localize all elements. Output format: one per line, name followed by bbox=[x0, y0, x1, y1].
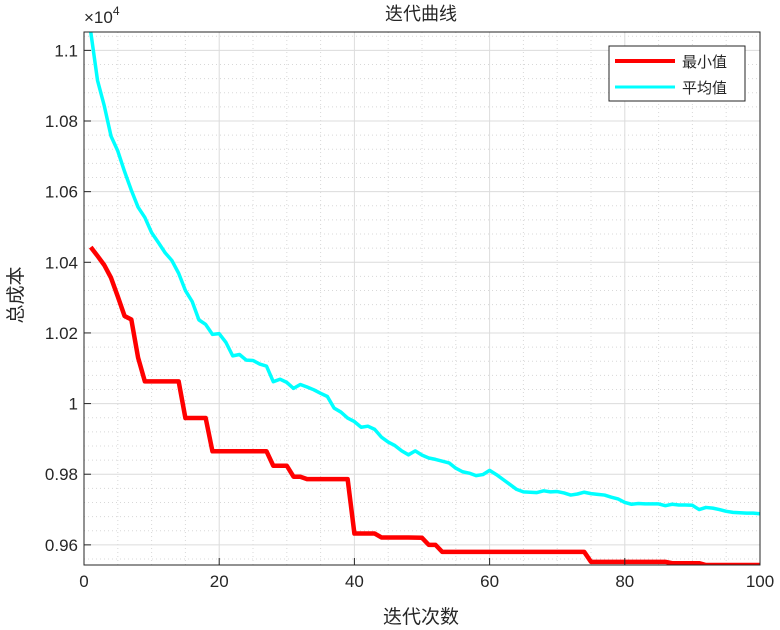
major-grid bbox=[83, 32, 761, 565]
minor-grid bbox=[84, 32, 760, 565]
plot-frame bbox=[83, 31, 761, 566]
series-layer bbox=[88, 32, 760, 565]
axis-ticks: 0.96 0.98 1 1.02 1.04 1.06 1.08 1.1 0 20 40 60 80 100 bbox=[45, 41, 774, 591]
legend-label-min: 最小值 bbox=[682, 53, 727, 71]
x-tick-label: 20 bbox=[210, 572, 229, 591]
y-axis-label: 总成本 bbox=[5, 266, 27, 323]
x-axis-label: 迭代次数 bbox=[383, 606, 459, 628]
y-exponent-label: ×104 bbox=[84, 4, 120, 27]
legend-box bbox=[608, 45, 746, 102]
series-line-min bbox=[88, 245, 760, 565]
legend: 最小值 平均值 bbox=[608, 45, 746, 102]
y-tick-label: 1.06 bbox=[45, 183, 78, 202]
y-tick-label: 1.08 bbox=[45, 112, 78, 131]
y-tick-label: 1 bbox=[69, 395, 78, 414]
x-tick-label: 40 bbox=[345, 572, 364, 591]
svg-text:×104: ×104 bbox=[84, 4, 120, 27]
x-tick-label: 0 bbox=[79, 572, 88, 591]
x-tick-label: 60 bbox=[480, 572, 499, 591]
x-tick-label: 100 bbox=[746, 572, 774, 591]
chart-title: 迭代曲线 bbox=[385, 4, 457, 25]
x-tick-label: 80 bbox=[615, 572, 634, 591]
y-tick-label: 1.04 bbox=[45, 253, 78, 272]
y-tick-label: 0.96 bbox=[45, 536, 78, 555]
legend-label-avg: 平均值 bbox=[682, 79, 727, 97]
y-tick-label: 1.02 bbox=[45, 324, 78, 343]
series-line-avg bbox=[89, 32, 760, 516]
y-tick-label: 1.1 bbox=[54, 41, 78, 60]
y-tick-label: 0.98 bbox=[45, 465, 78, 484]
